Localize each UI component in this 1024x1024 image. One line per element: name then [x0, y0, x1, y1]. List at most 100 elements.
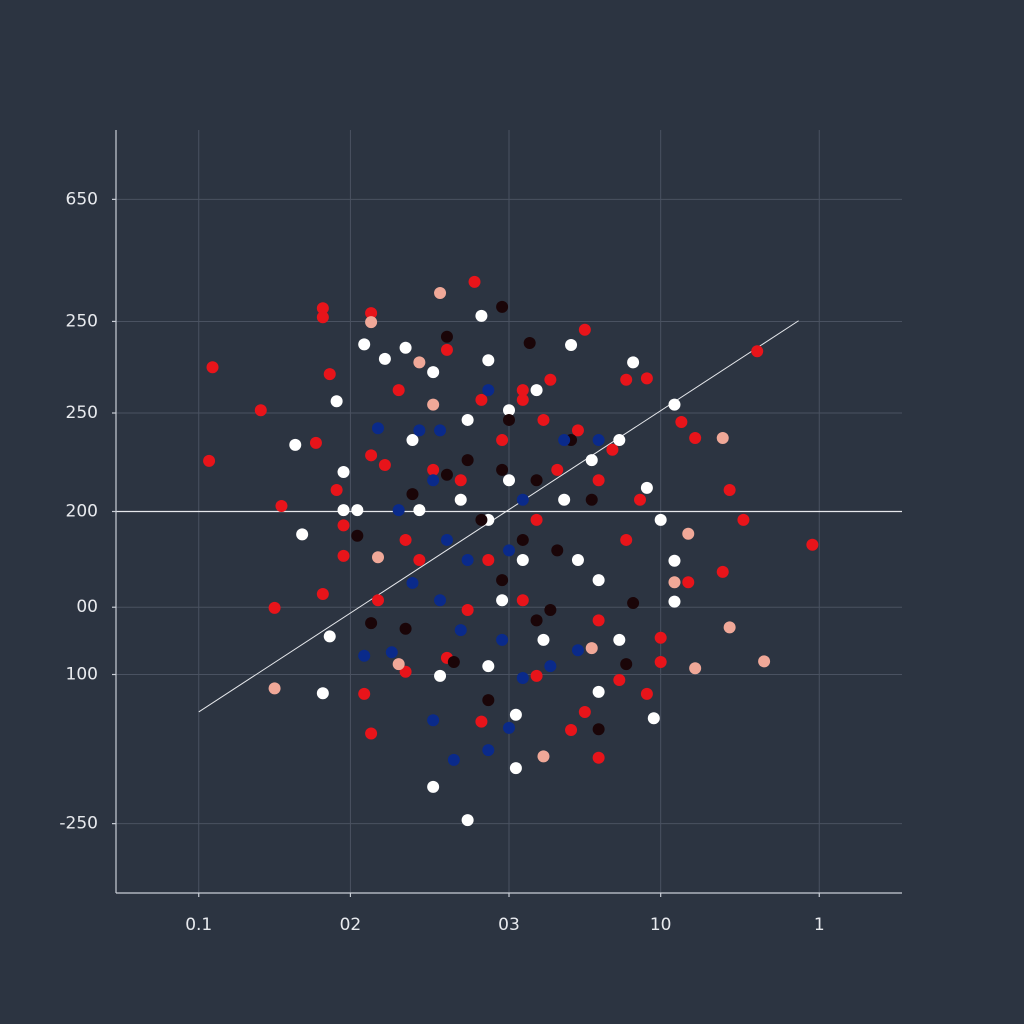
point	[516, 493, 529, 506]
point	[723, 483, 736, 496]
point	[427, 463, 440, 476]
point	[509, 708, 522, 721]
point	[358, 687, 371, 700]
point	[413, 554, 426, 567]
point	[689, 431, 702, 444]
point	[578, 705, 591, 718]
point	[482, 384, 495, 397]
y-tick-label: 250	[66, 403, 98, 423]
point	[503, 544, 515, 557]
point	[427, 366, 440, 379]
point	[406, 576, 419, 589]
point	[434, 594, 447, 607]
point	[516, 594, 529, 607]
point	[503, 474, 515, 487]
point	[668, 554, 681, 567]
y-tick-label: 00	[76, 597, 98, 617]
point	[620, 533, 633, 546]
x-tick-label: 10	[650, 915, 672, 935]
point	[316, 302, 329, 315]
point	[413, 356, 426, 369]
point	[530, 669, 543, 682]
point	[668, 398, 681, 411]
point	[434, 424, 447, 437]
point	[427, 714, 440, 727]
point	[647, 712, 660, 725]
point	[337, 465, 350, 478]
point	[440, 468, 453, 481]
y-tick-label: 650	[66, 189, 98, 209]
point	[309, 436, 322, 449]
point	[592, 751, 605, 764]
point	[585, 642, 598, 655]
point	[634, 493, 646, 506]
point	[716, 565, 729, 578]
point	[254, 404, 267, 417]
point	[530, 474, 543, 487]
point	[461, 603, 474, 616]
point	[461, 814, 474, 827]
point	[668, 576, 681, 589]
point	[447, 656, 460, 669]
point	[475, 715, 488, 728]
point	[544, 603, 557, 616]
point	[434, 287, 447, 300]
point	[654, 513, 667, 526]
point	[627, 597, 640, 610]
point	[737, 513, 750, 526]
point	[427, 398, 440, 411]
point	[434, 669, 447, 682]
point	[399, 533, 412, 546]
point	[475, 309, 488, 322]
point	[399, 622, 412, 635]
point	[496, 434, 509, 447]
point	[806, 538, 819, 551]
point	[537, 413, 550, 426]
x-tick-label: 03	[498, 915, 520, 935]
point	[461, 554, 474, 567]
point	[565, 339, 578, 352]
point	[496, 300, 509, 313]
points	[203, 275, 819, 827]
point	[440, 343, 453, 356]
point	[385, 646, 398, 659]
point	[544, 373, 557, 386]
point	[516, 393, 529, 406]
point	[372, 422, 384, 435]
point	[330, 395, 343, 408]
point	[668, 595, 681, 608]
point	[723, 621, 736, 634]
point	[496, 594, 509, 607]
point	[392, 504, 405, 517]
point	[613, 674, 626, 687]
point	[571, 554, 584, 567]
y-tick-label: 200	[66, 502, 98, 522]
point	[592, 723, 605, 736]
point	[523, 336, 536, 349]
point	[654, 631, 667, 644]
point	[627, 356, 640, 369]
point	[351, 529, 364, 542]
point	[316, 311, 329, 324]
point	[592, 434, 605, 447]
point	[289, 438, 302, 451]
point	[378, 352, 391, 365]
point	[365, 307, 378, 320]
point	[365, 449, 378, 462]
point	[640, 372, 653, 385]
point	[640, 687, 653, 700]
point	[365, 316, 378, 329]
point	[337, 519, 350, 532]
point	[758, 655, 771, 668]
point	[203, 454, 216, 467]
reference-lines	[116, 320, 902, 713]
point	[537, 750, 550, 763]
point	[592, 474, 605, 487]
point	[275, 499, 288, 512]
point	[675, 416, 688, 429]
x-tick-label: 1	[814, 915, 825, 935]
point	[399, 665, 412, 678]
point	[454, 493, 467, 506]
point	[585, 454, 598, 467]
